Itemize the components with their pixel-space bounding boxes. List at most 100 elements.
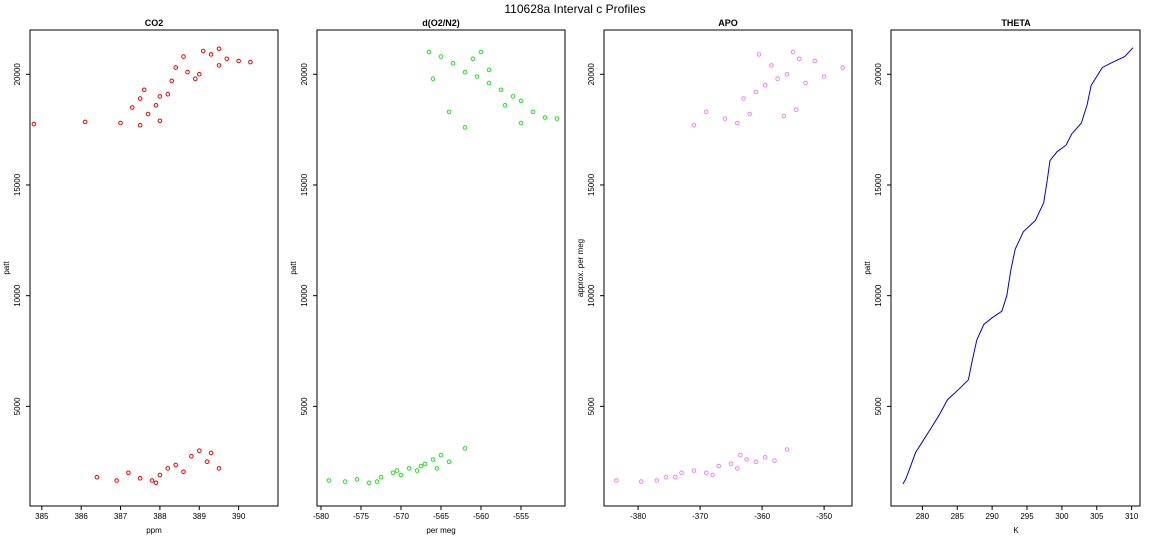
o2n2-x-tick-label-2: -570 bbox=[393, 512, 410, 521]
apo-data-point bbox=[747, 111, 753, 117]
theta-ticks: 280 285 290 295 300 305 310 5000 10000 15000 20000 bbox=[874, 63, 1139, 521]
apo-data-point bbox=[722, 116, 728, 121]
co2-data-point bbox=[173, 462, 178, 468]
theta-plot-frame bbox=[890, 29, 1141, 507]
apo-y-axis-label: approx. per meg bbox=[576, 239, 585, 297]
o2n2-data-point bbox=[486, 67, 492, 73]
co2-data-point bbox=[145, 111, 151, 117]
co2-data-point bbox=[114, 478, 119, 483]
o2n2-x-tick-label-0: -580 bbox=[313, 512, 330, 521]
o2n2-data-point bbox=[426, 49, 432, 55]
o2n2-panel-title: d(O2/N2) bbox=[422, 18, 460, 28]
co2-data-point bbox=[224, 56, 230, 62]
theta-series-line bbox=[902, 47, 1134, 485]
o2n2-data-point bbox=[518, 98, 524, 104]
apo-plot-frame bbox=[603, 29, 853, 507]
apo-y-tick-label-2: 15000 bbox=[587, 173, 596, 196]
theta-panel-title: THETA bbox=[1001, 18, 1031, 28]
o2n2-data-point bbox=[366, 480, 372, 486]
co2-data-point bbox=[181, 54, 186, 59]
co2-data-point bbox=[137, 476, 143, 481]
apo-data-point bbox=[772, 458, 777, 463]
co2-data-point bbox=[181, 469, 186, 475]
apo-data-point bbox=[762, 83, 768, 88]
apo-data-point bbox=[691, 468, 697, 473]
apo-data-point bbox=[797, 56, 802, 62]
co2-data-point bbox=[153, 480, 159, 486]
co2-data-point bbox=[208, 52, 214, 57]
co2-data-point bbox=[118, 120, 123, 126]
apo-x-tick-label-0: -380 bbox=[630, 512, 647, 521]
co2-data-point bbox=[165, 91, 171, 97]
co2-y-axis-label: patt bbox=[2, 261, 11, 275]
o2n2-data-point bbox=[474, 74, 480, 79]
theta-y-axis-label: patt bbox=[863, 261, 872, 275]
apo-data-point bbox=[735, 466, 740, 471]
o2n2-data-point bbox=[498, 87, 504, 93]
theta-x-tick-label-1: 285 bbox=[951, 512, 965, 521]
apo-data-point bbox=[803, 80, 808, 86]
apo-data-point bbox=[775, 76, 780, 81]
co2-data-point bbox=[31, 121, 37, 127]
co2-data-point bbox=[216, 466, 222, 471]
o2n2-data-point bbox=[502, 103, 508, 108]
o2n2-data-point bbox=[462, 69, 468, 75]
co2-data-point bbox=[82, 119, 88, 125]
co2-data-point bbox=[169, 78, 174, 84]
co2-data-point bbox=[208, 450, 214, 456]
o2n2-data-point bbox=[450, 60, 456, 66]
theta-x-axis-label: K bbox=[1013, 526, 1019, 535]
o2n2-data-point bbox=[434, 466, 440, 471]
apo-x-tick-label-3: -350 bbox=[816, 512, 833, 521]
apo-data-point bbox=[735, 120, 740, 126]
o2n2-data-point bbox=[438, 54, 444, 59]
co2-x-tick-label-5: 390 bbox=[232, 512, 246, 521]
apo-data-point bbox=[638, 479, 644, 484]
co2-data-point bbox=[173, 65, 178, 70]
o2n2-data-point bbox=[326, 478, 332, 483]
co2-data-point bbox=[153, 103, 159, 108]
co2-data-point bbox=[157, 94, 163, 99]
apo-data-point bbox=[790, 49, 796, 55]
theta-y-tick-label-2: 15000 bbox=[874, 173, 883, 196]
co2-x-tick-label-4: 389 bbox=[193, 512, 207, 521]
co2-data-point bbox=[193, 76, 198, 81]
co2-data-point bbox=[200, 48, 206, 54]
o2n2-x-tick-label-5: -555 bbox=[513, 512, 530, 521]
apo-panel: APO -380 -370 -360 -3505000100001500020000 … bbox=[576, 18, 853, 521]
o2n2-data-point bbox=[406, 466, 412, 471]
theta-y-tick-label-0: 5000 bbox=[874, 397, 883, 415]
apo-data-point bbox=[793, 107, 799, 112]
o2n2-x-tick-label-4: -560 bbox=[473, 512, 490, 521]
o2n2-data-point bbox=[398, 472, 404, 478]
theta-x-tick-label-6: 310 bbox=[1125, 512, 1139, 521]
apo-data-point bbox=[704, 109, 709, 115]
apo-panel-title: APO bbox=[718, 18, 738, 28]
apo-data-point bbox=[781, 114, 787, 119]
co2-data-point bbox=[204, 459, 210, 465]
co2-x-axis-label: ppm bbox=[146, 526, 162, 535]
co2-data-point bbox=[157, 472, 163, 478]
apo-y-tick-label-0: 5000 bbox=[587, 397, 596, 415]
co2-ticks: 385 386 387 388 389 390 5000 10000 15000 20000 bbox=[13, 63, 246, 521]
apo-data-point bbox=[614, 478, 619, 483]
co2-y-tick-label-2: 15000 bbox=[13, 173, 22, 196]
apo-data-point bbox=[738, 452, 743, 458]
theta-x-tick-label-0: 280 bbox=[916, 512, 930, 521]
o2n2-data-point bbox=[510, 94, 516, 99]
co2-data-point bbox=[165, 466, 171, 471]
o2n2-data-point bbox=[542, 115, 548, 120]
theta-panel: THETA 280 285 290 295 300 305 310 5000 10000 1500… bbox=[863, 18, 1141, 535]
o2n2-data-point bbox=[518, 120, 524, 126]
apo-data-point bbox=[744, 457, 749, 462]
co2-data-point bbox=[137, 96, 143, 101]
co2-data-point bbox=[197, 448, 202, 454]
o2n2-data-point bbox=[374, 479, 380, 484]
apo-data-point bbox=[741, 96, 746, 101]
co2-x-tick-label-3: 388 bbox=[153, 512, 167, 521]
o2n2-data-point bbox=[414, 468, 420, 473]
apo-data-point bbox=[812, 58, 818, 64]
apo-data-point bbox=[704, 470, 709, 476]
co2-data-point bbox=[126, 470, 131, 476]
